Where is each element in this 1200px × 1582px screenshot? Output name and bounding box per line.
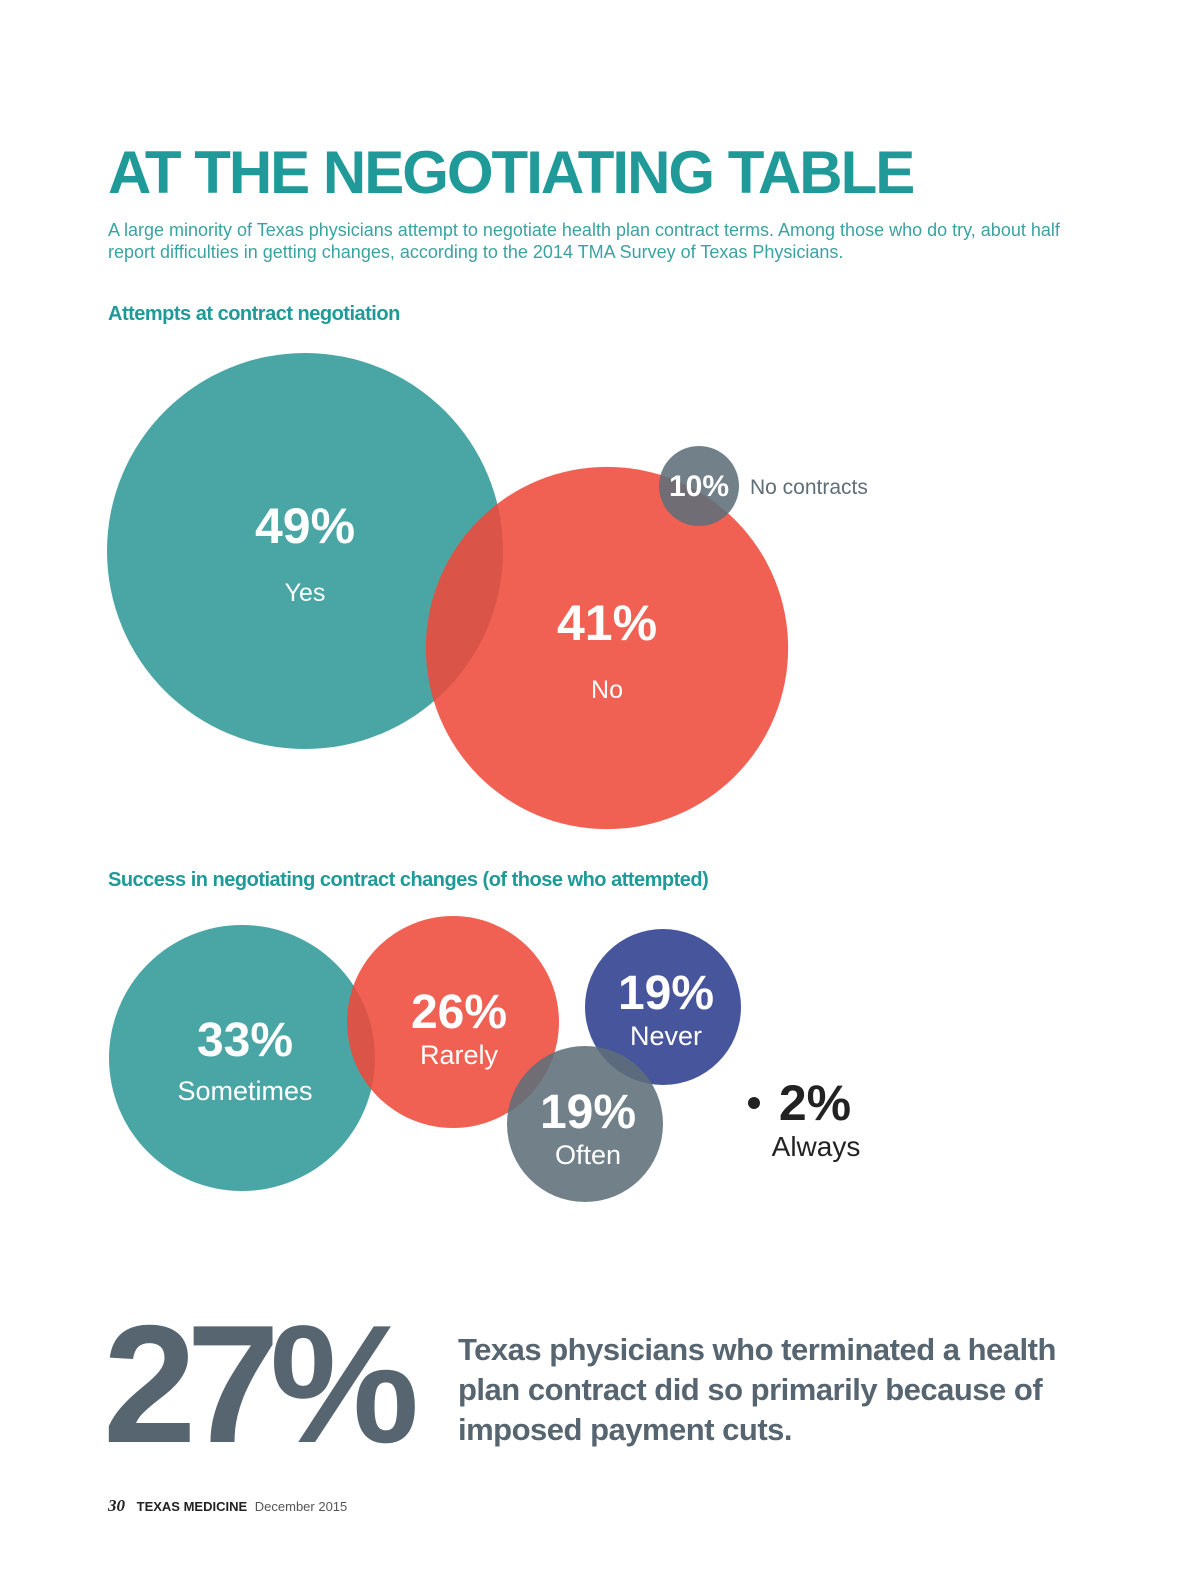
bubble-circle-often (507, 1046, 663, 1202)
bubble-circle-no (425, 466, 789, 830)
footer: 30 TEXAS MEDICINE December 2015 (108, 1496, 347, 1516)
pct-label-sometimes: 33% (197, 1014, 293, 1067)
category-label-often: Often (555, 1140, 621, 1170)
bubble-no-contracts: 10% No contracts (659, 446, 868, 526)
bubble-often: 19%Often (507, 1046, 663, 1202)
category-label-no-contracts: No contracts (750, 476, 868, 499)
bubble-circle-no-contracts (659, 446, 739, 526)
bubble-no: 41% No (425, 466, 789, 830)
chart1-title: Attempts at contract negotiation (108, 303, 400, 325)
bubble-always: 2%Always (748, 1075, 860, 1162)
bubble-yes: 49% Yes (107, 353, 503, 749)
stat-number: 27% (103, 1290, 419, 1478)
page-number: 30 (108, 1496, 125, 1515)
pct-label-often: 19% (540, 1086, 636, 1139)
bubble-circle-sometimes (109, 925, 375, 1191)
bubble-circle-rarely (347, 916, 559, 1128)
chart2-svg: 33%Sometimes26%Rarely19%Never19%Often2%A… (109, 916, 860, 1202)
bubble-circle-never (585, 929, 741, 1085)
chart1-svg: 49% Yes 41% No 10% No contracts (107, 353, 868, 830)
stat-text: Texas physicians who terminated a health… (458, 1332, 1056, 1447)
bubble-sometimes: 33% Sometimes (109, 925, 375, 1191)
category-label-no: No (591, 676, 623, 704)
category-label-yes: Yes (285, 579, 326, 607)
bubble-circle-always (748, 1097, 760, 1109)
category-label-sometimes: Sometimes (177, 1076, 312, 1106)
bubble-rarely: 26%Rarely (347, 916, 559, 1128)
pct-label-no-contracts: 10% (669, 470, 729, 503)
category-label-rarely: Rarely (420, 1040, 499, 1070)
chart2-title: Success in negotiating contract changes … (108, 869, 709, 891)
pct-label-rarely: 26% (411, 986, 507, 1039)
issue-date: December 2015 (254, 1499, 348, 1514)
pct-label-yes: 49% (255, 498, 355, 554)
bubble-circle-yes (107, 353, 503, 749)
pct-label-always: 2% (779, 1075, 851, 1131)
magazine-name: TEXAS MEDICINE (136, 1499, 248, 1514)
pct-label-never: 19% (618, 967, 714, 1020)
category-label-never: Never (630, 1021, 702, 1051)
headline: AT THE NEGOTIATING TABLE (108, 139, 915, 206)
category-label-always: Always (772, 1131, 861, 1162)
intro-text: A large minority of Texas physicians att… (108, 220, 1060, 262)
bubble-never: 19%Never (585, 929, 741, 1085)
pct-label-no: 41% (557, 595, 657, 651)
